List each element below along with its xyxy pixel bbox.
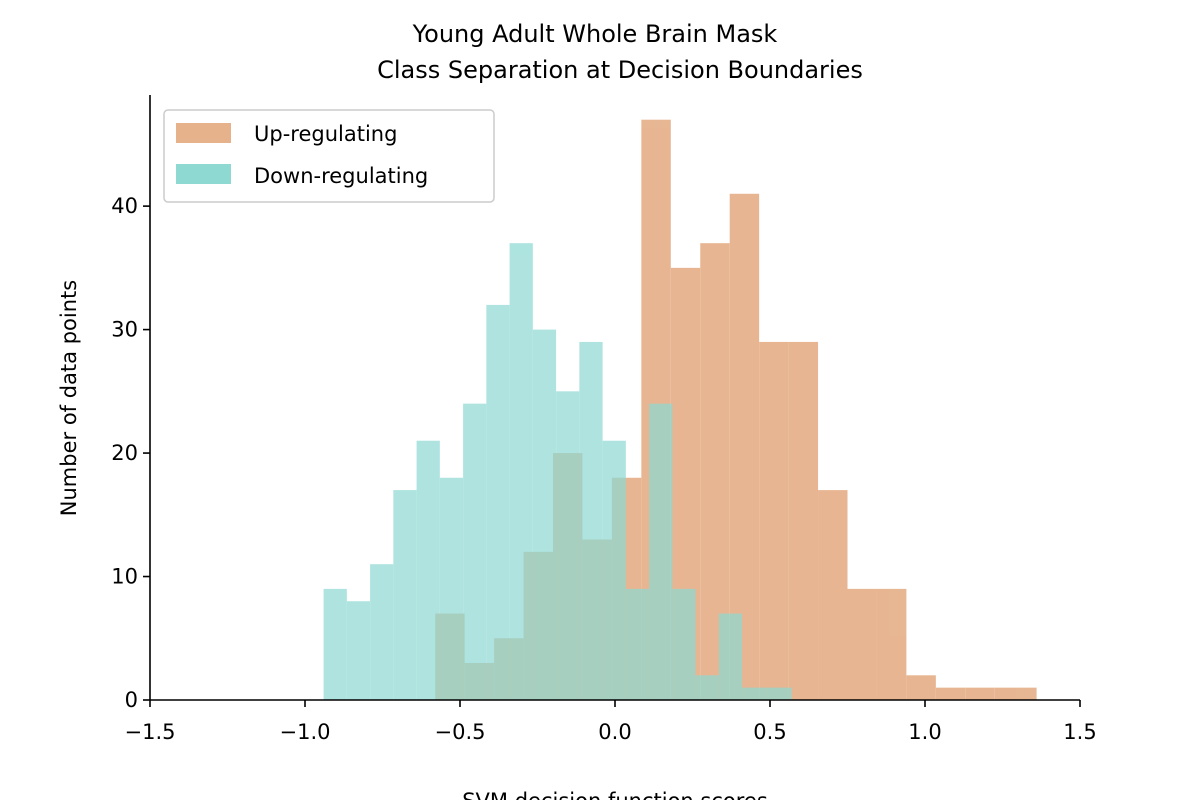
down-regulating-bar-19 bbox=[765, 687, 792, 700]
down-regulating-bar-0 bbox=[323, 588, 347, 700]
x-tick-label-1: −1.0 bbox=[280, 720, 331, 744]
legend-frame bbox=[163, 109, 495, 203]
x-tick-label-4: 0.5 bbox=[753, 720, 786, 744]
legend: Up-regulating Down-regulating bbox=[163, 109, 495, 203]
up-regulating-bar-11 bbox=[759, 341, 789, 700]
up-regulating-bar-19 bbox=[994, 687, 1037, 700]
down-regulating-bar-9 bbox=[532, 329, 557, 700]
down-regulating-bar-15 bbox=[672, 588, 696, 700]
y-tick-label-1: 10 bbox=[111, 565, 138, 589]
down-regulating-bars bbox=[323, 243, 792, 700]
down-regulating-bar-13 bbox=[625, 588, 650, 700]
down-regulating-bar-1 bbox=[346, 601, 371, 700]
x-tick-label-2: −0.5 bbox=[435, 720, 486, 744]
chart-title-line-1: Young Adult Whole Brain Mask bbox=[412, 20, 778, 48]
chart-title-line-2: Class Separation at Decision Boundaries bbox=[377, 56, 863, 84]
up-regulating-bar-12 bbox=[788, 341, 819, 700]
x-tick-label-5: 1.0 bbox=[908, 720, 941, 744]
down-regulating-bar-12 bbox=[602, 440, 626, 700]
up-regulating-bar-14 bbox=[847, 588, 877, 700]
down-regulating-bar-5 bbox=[439, 477, 464, 700]
down-regulating-bar-14 bbox=[649, 403, 673, 700]
x-axis-label: SVM decision function scores bbox=[462, 789, 768, 800]
y-tick-label-4: 40 bbox=[111, 194, 138, 218]
down-regulating-bar-18 bbox=[742, 687, 766, 700]
up-regulating-bar-18 bbox=[965, 687, 995, 700]
up-regulating-bar-16 bbox=[906, 675, 936, 700]
up-regulating-bar-17 bbox=[935, 687, 966, 700]
down-regulating-bar-10 bbox=[556, 391, 580, 700]
legend-swatch-down-regulating bbox=[176, 164, 231, 184]
x-tick-label-0: −1.5 bbox=[125, 720, 176, 744]
x-tick-label-3: 0.0 bbox=[598, 720, 631, 744]
down-regulating-bar-6 bbox=[463, 403, 487, 700]
legend-label-down-regulating: Down-regulating bbox=[254, 164, 428, 188]
y-tick-label-0: 0 bbox=[125, 688, 138, 712]
y-axis-label: Number of data points bbox=[57, 280, 81, 516]
down-regulating-bar-17 bbox=[718, 613, 743, 700]
down-regulating-bar-16 bbox=[695, 675, 719, 700]
x-axis-ticks: −1.5 −1.0 −0.5 0.0 0.5 1.0 1.5 bbox=[125, 700, 1097, 744]
x-tick-label-6: 1.5 bbox=[1063, 720, 1096, 744]
down-regulating-bar-11 bbox=[579, 341, 603, 700]
down-regulating-bar-2 bbox=[370, 564, 394, 700]
down-regulating-bar-8 bbox=[509, 243, 533, 700]
legend-label-up-regulating: Up-regulating bbox=[254, 122, 397, 146]
up-regulating-bar-15 bbox=[876, 588, 907, 700]
y-tick-label-3: 30 bbox=[111, 318, 138, 342]
y-axis-ticks: 0 10 20 30 40 bbox=[111, 194, 150, 712]
down-regulating-bar-3 bbox=[393, 490, 417, 700]
down-regulating-bar-4 bbox=[416, 440, 440, 700]
down-regulating-bar-7 bbox=[486, 304, 510, 700]
up-regulating-bar-13 bbox=[818, 490, 848, 700]
legend-swatch-up-regulating bbox=[176, 123, 231, 143]
y-tick-label-2: 20 bbox=[111, 441, 138, 465]
